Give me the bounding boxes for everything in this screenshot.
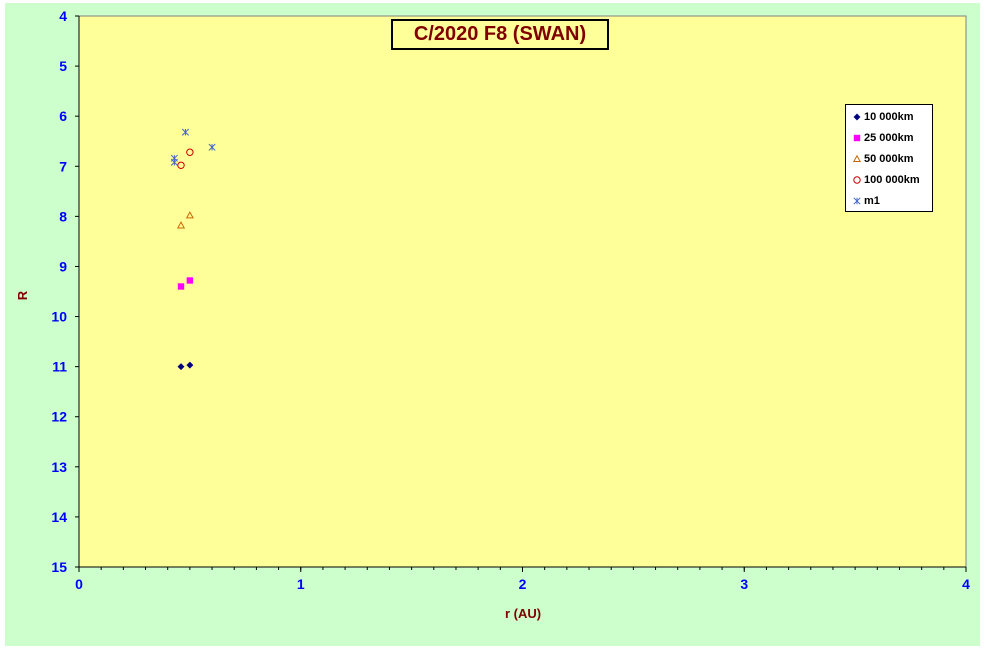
legend-marker-icon xyxy=(853,176,861,184)
legend-label: 10 000km xyxy=(864,111,914,123)
data-point xyxy=(170,158,178,166)
legend-marker xyxy=(852,154,862,163)
x-tick-label: 1 xyxy=(297,576,305,592)
y-tick-label: 8 xyxy=(59,208,67,224)
y-axis: 4 5 6 7 8 9 10 11 12 13 14 15 xyxy=(51,8,80,575)
x-axis: 0 1 2 3 4 xyxy=(75,566,970,592)
legend-entry: m1 xyxy=(852,194,880,208)
y-axis-label: R xyxy=(15,290,31,301)
legend-marker-icon xyxy=(853,197,861,205)
x-tick-label: 0 xyxy=(75,576,83,592)
legend-entry: 25 000km xyxy=(852,131,914,145)
y-tick-label: 5 xyxy=(59,58,67,74)
data-point xyxy=(181,128,189,136)
x-tick-label: 2 xyxy=(519,576,527,592)
legend-entry: 50 000km xyxy=(852,152,914,166)
plot-area xyxy=(78,15,967,568)
legend-marker-icon xyxy=(852,154,862,163)
y-tick-label: 9 xyxy=(59,258,67,274)
legend-label: 50 000km xyxy=(864,153,914,165)
x-axis-label: r (AU) xyxy=(505,606,542,621)
data-point xyxy=(186,361,194,369)
y-tick-label: 4 xyxy=(59,8,67,24)
legend-marker-icon xyxy=(853,134,861,142)
legend-label: m1 xyxy=(864,195,880,207)
legend: 10 000km 25 000km 50 000km 100 000km m1 xyxy=(845,104,933,212)
legend-marker xyxy=(853,134,861,142)
legend-marker-icon xyxy=(853,113,861,121)
y-tick-label: 12 xyxy=(51,409,67,425)
legend-label: 25 000km xyxy=(864,132,914,144)
legend-marker xyxy=(853,176,861,184)
legend-marker xyxy=(853,113,861,121)
data-point xyxy=(185,211,194,219)
y-tick-label: 15 xyxy=(51,559,67,575)
y-tick-label: 7 xyxy=(59,158,67,174)
data-point xyxy=(176,221,186,229)
data-point xyxy=(208,143,216,151)
x-tick-label: 3 xyxy=(740,576,748,592)
legend-entry: 10 000km xyxy=(852,110,914,124)
chart-title: C/2020 F8 (SWAN) xyxy=(391,19,609,50)
y-tick-label: 10 xyxy=(51,309,67,325)
legend-marker xyxy=(853,197,861,205)
legend-entry: 100 000km xyxy=(852,173,920,187)
data-point xyxy=(177,283,185,290)
y-tick-label: 14 xyxy=(51,509,67,525)
y-tick-label: 6 xyxy=(59,108,67,124)
data-point xyxy=(177,161,185,169)
data-point xyxy=(186,148,194,156)
x-tick-label: 4 xyxy=(962,576,970,592)
data-point xyxy=(186,277,194,284)
data-point xyxy=(177,363,185,371)
y-tick-label: 11 xyxy=(52,359,67,375)
y-tick-label: 13 xyxy=(51,459,67,475)
data-points xyxy=(170,128,216,371)
legend-label: 100 000km xyxy=(864,174,920,186)
